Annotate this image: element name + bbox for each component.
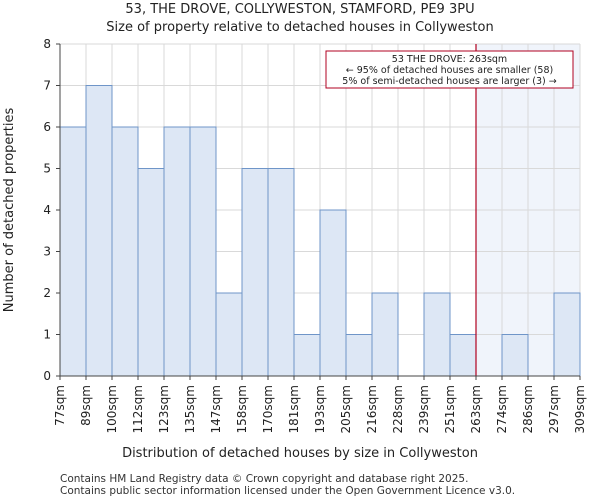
x-tick-label: 135sqm [183,385,197,433]
bar-77sqm [59,126,87,377]
x-tick-label: 147sqm [209,385,223,433]
x-tick-label: 251sqm [443,385,457,433]
x-tick-label: 239sqm [417,385,431,433]
footer-line-2: Contains public sector information licen… [60,485,515,497]
bar-89sqm [85,85,113,377]
annotation-line-2: ← 95% of detached houses are smaller (58… [346,65,553,76]
bar-147sqm [215,292,243,377]
bar-158sqm [241,168,269,377]
bar-274sqm [501,334,529,377]
annotation-line-3: 5% of semi-detached houses are larger (3… [342,76,556,87]
y-tick-label: 8 [43,37,51,51]
bar-123sqm [163,126,191,377]
bar-205sqm [345,334,373,377]
bar-216sqm [371,292,399,377]
x-tick-label: 89sqm [79,385,93,426]
x-tick-label: 193sqm [313,385,327,433]
y-tick-label: 2 [43,286,51,300]
bar-193sqm [319,209,347,377]
x-tick-label: 158sqm [235,385,249,433]
bar-135sqm [189,126,217,377]
x-tick-label: 274sqm [495,385,509,433]
chart-title: 53, THE DROVE, COLLYWESTON, STAMFORD, PE… [125,2,474,17]
x-tick-label: 77sqm [53,385,67,426]
chart-subtitle: Size of property relative to detached ho… [106,20,493,35]
bar-239sqm [423,292,451,377]
bar-297sqm [553,292,581,377]
x-tick-label: 112sqm [131,385,145,433]
y-axis-label: Number of detached properties [2,108,17,313]
bar-100sqm [111,126,139,377]
y-tick-label: 4 [43,203,51,217]
x-tick-label: 286sqm [521,385,535,433]
x-tick-label: 205sqm [339,385,353,433]
annotation-box [325,50,574,89]
x-tick-label: 228sqm [391,385,405,433]
x-tick-label: 181sqm [287,385,301,433]
y-tick-label: 5 [43,162,51,176]
x-tick-label: 263sqm [469,385,483,433]
annotation-line-1: 53 THE DROVE: 263sqm [392,54,507,65]
bar-181sqm [293,334,321,377]
x-tick-label: 216sqm [365,385,379,433]
x-tick-label: 297sqm [547,385,561,433]
x-tick-label: 170sqm [261,385,275,433]
bar-251sqm [449,334,477,377]
y-tick-label: 3 [43,245,51,259]
x-tick-label: 100sqm [105,385,119,433]
y-tick-label: 6 [43,120,51,134]
x-axis-label: Distribution of detached houses by size … [122,446,478,461]
y-tick-label: 0 [43,369,51,383]
x-tick-label: 123sqm [157,385,171,433]
x-tick-label: 309sqm [573,385,587,433]
y-tick-label: 7 [43,79,51,93]
footer-line-1: Contains HM Land Registry data © Crown c… [60,473,468,485]
y-tick-label: 1 [43,328,51,342]
bar-170sqm [267,168,295,377]
bar-112sqm [137,168,165,377]
